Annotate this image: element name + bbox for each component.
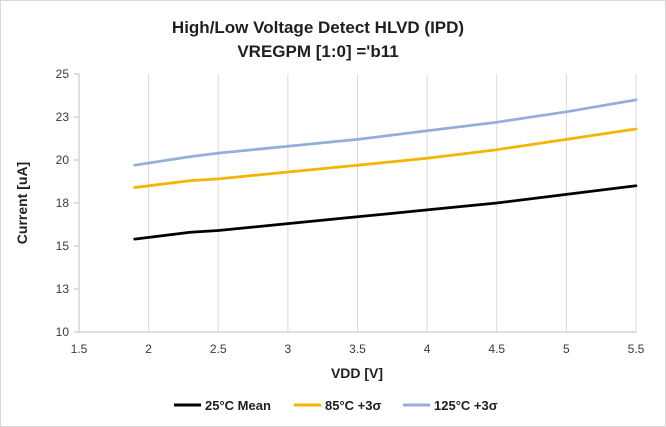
x-tick-label: 2 bbox=[145, 342, 152, 356]
x-tick-label: 3.5 bbox=[349, 342, 366, 356]
legend-label-3: 125°C +3σ bbox=[434, 398, 498, 413]
series-line-2 bbox=[133, 127, 638, 189]
x-tick-label: 2.5 bbox=[210, 342, 227, 356]
y-tick-label: 23 bbox=[56, 110, 70, 124]
legend: 25°C Mean 85°C +3σ 125°C +3σ bbox=[174, 398, 498, 413]
x-tick-label: 1.5 bbox=[71, 342, 88, 356]
y-tick-label: 15 bbox=[56, 239, 70, 253]
legend-label-2: 85°C +3σ bbox=[325, 398, 381, 413]
y-tick-label: 25 bbox=[56, 67, 70, 81]
series-lines bbox=[133, 98, 638, 241]
y-tick-label: 13 bbox=[56, 282, 70, 296]
y-tick-label: 20 bbox=[56, 153, 70, 167]
x-tick-label: 4.5 bbox=[488, 342, 505, 356]
x-tick-label: 5 bbox=[563, 342, 570, 356]
y-axis-title: Current [uA] bbox=[14, 162, 30, 244]
series-line-3 bbox=[133, 98, 638, 167]
chart-title-line-1: High/Low Voltage Detect HLVD (IPD) bbox=[172, 18, 464, 37]
x-tick-label: 4 bbox=[424, 342, 431, 356]
axes: 10 13 15 18 20 23 25 1.5 2 2.5 3 3.5 4 4.5 5 5.5 bbox=[56, 67, 645, 356]
x-axis-title: VDD [V] bbox=[331, 365, 383, 381]
chart-title-line-2: VREGPM [1:0] ='b11 bbox=[237, 42, 398, 61]
y-tick-label: 18 bbox=[56, 196, 70, 210]
x-tick-label: 3 bbox=[285, 342, 292, 356]
series-line-1 bbox=[133, 184, 638, 241]
legend-label-1: 25°C Mean bbox=[205, 398, 271, 413]
x-tick-label: 5.5 bbox=[628, 342, 645, 356]
y-tick-label: 10 bbox=[56, 325, 70, 339]
